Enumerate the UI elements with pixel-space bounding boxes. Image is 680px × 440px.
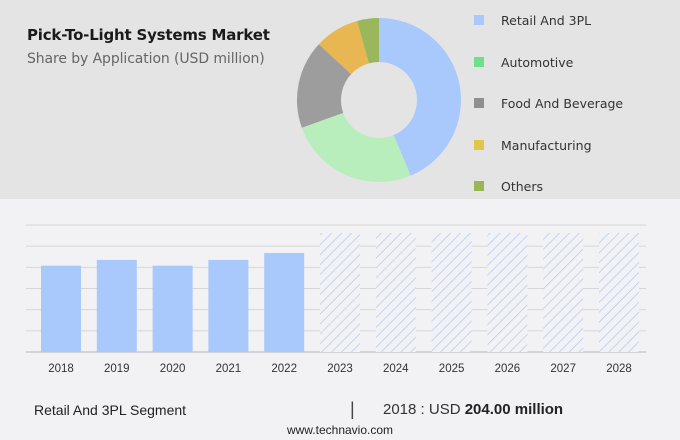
x-tick-label: 2021 — [216, 363, 242, 375]
x-tick-label: 2027 — [550, 363, 576, 375]
chart-title: Pick-To-Light Systems Market — [27, 26, 270, 44]
bar-2022 — [264, 252, 305, 352]
legend-item-others: Others — [474, 178, 674, 194]
legend-label: Others — [501, 178, 544, 194]
legend-swatch-icon — [474, 98, 484, 108]
x-tick-label: 2019 — [104, 363, 130, 375]
value-prefix: 2018 : USD — [383, 401, 465, 418]
legend-label: Retail And 3PL — [501, 12, 592, 28]
legend-item-automotive: Automotive — [474, 54, 674, 70]
x-tick-label: 2018 — [48, 363, 74, 375]
forecast-bar-2024 — [375, 233, 416, 352]
forecast-bar-2027 — [543, 233, 584, 352]
donut-slice-food-and-beverage — [297, 44, 352, 128]
legend-item-food-and-beverage: Food And Beverage — [474, 95, 674, 111]
bar-2020 — [152, 265, 193, 352]
chart-subtitle: Share by Application (USD million) — [27, 51, 265, 67]
legend-swatch-icon — [474, 57, 484, 67]
legend-item-retail-and-3pl: Retail And 3PL — [474, 12, 674, 28]
forecast-bar-2023 — [320, 233, 360, 352]
x-tick-label: 2024 — [383, 363, 409, 375]
legend-swatch-icon — [474, 15, 484, 25]
footer-divider: | — [350, 399, 355, 419]
forecast-bar-2026 — [487, 233, 528, 352]
donut-slice-automotive — [301, 112, 411, 182]
segment-value: 2018 : USD 204.00 million — [383, 401, 563, 418]
forecast-bar-2028 — [599, 233, 639, 352]
donut-chart — [297, 18, 461, 182]
forecast-bar-2025 — [431, 233, 472, 352]
x-tick-label: 2023 — [327, 363, 353, 375]
donut-slice-retail-and-3pl — [379, 18, 461, 176]
value-amount: 204.00 million — [464, 401, 564, 418]
legend-label: Food And Beverage — [501, 95, 624, 111]
legend-label: Automotive — [501, 54, 574, 70]
bar-2018 — [41, 265, 81, 352]
legend-swatch-icon — [474, 181, 484, 191]
legend-label: Manufacturing — [501, 137, 592, 153]
x-tick-label: 2020 — [160, 363, 186, 375]
x-tick-label: 2025 — [439, 363, 465, 375]
x-tick-label: 2022 — [271, 363, 297, 375]
legend-swatch-icon — [474, 140, 484, 150]
bar-2019 — [96, 259, 137, 352]
x-tick-label: 2026 — [495, 363, 521, 375]
segment-label: Retail And 3PL Segment — [34, 402, 187, 418]
legend-item-manufacturing: Manufacturing — [474, 137, 674, 153]
source-url: www.technavio.com — [286, 423, 394, 437]
x-tick-label: 2028 — [606, 363, 632, 375]
bar-2021 — [208, 259, 249, 352]
donut-slice-others — [357, 18, 379, 64]
donut-slice-manufacturing — [318, 20, 369, 75]
